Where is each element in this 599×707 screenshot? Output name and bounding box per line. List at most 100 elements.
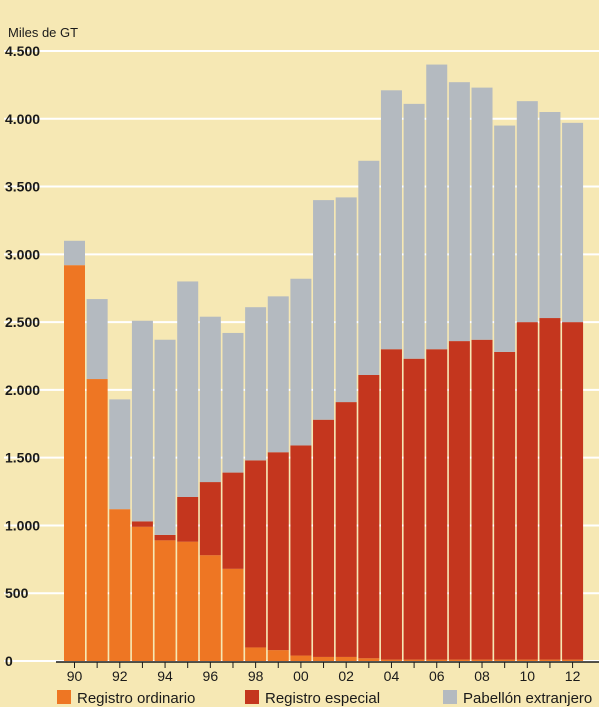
bar-segment bbox=[426, 64, 448, 350]
y-tick-label: 1.500 bbox=[5, 450, 40, 466]
x-tick-label: 04 bbox=[384, 668, 400, 684]
x-tick-label: 10 bbox=[520, 668, 536, 684]
bar-segment bbox=[471, 339, 493, 660]
y-tick-label: 2.000 bbox=[5, 382, 40, 398]
legend-label: Registro ordinario bbox=[77, 690, 195, 707]
bar-segment bbox=[516, 659, 538, 661]
bar-segment bbox=[131, 521, 153, 527]
bar-segment bbox=[335, 197, 357, 403]
x-tick-label: 90 bbox=[67, 668, 83, 684]
bar-segment bbox=[539, 318, 561, 660]
bar-segment bbox=[448, 82, 470, 342]
bar-segment bbox=[267, 452, 289, 651]
bar-segment bbox=[154, 534, 176, 541]
bar-segment bbox=[335, 402, 357, 657]
bar-segment bbox=[177, 541, 199, 661]
bar-segment bbox=[267, 296, 289, 453]
bar-segment bbox=[245, 460, 267, 648]
bar-segment bbox=[86, 299, 108, 380]
bar-segment bbox=[131, 320, 153, 522]
bar-segment bbox=[222, 332, 244, 473]
bar-segment bbox=[539, 659, 561, 661]
bar-segment bbox=[358, 374, 380, 659]
bar-segment bbox=[290, 655, 312, 661]
bar-segment bbox=[222, 568, 244, 661]
legend-swatch bbox=[443, 690, 457, 704]
bar-segment bbox=[403, 358, 425, 660]
bar-segment bbox=[426, 349, 448, 660]
bar-segment bbox=[539, 112, 561, 319]
bar-segment bbox=[222, 472, 244, 569]
x-tick-label: 98 bbox=[248, 668, 264, 684]
bar-segment bbox=[380, 349, 402, 660]
bar-segment bbox=[64, 265, 85, 661]
bar-segment bbox=[426, 659, 448, 661]
legend: Registro ordinario Registro especial Pabel… bbox=[57, 690, 592, 707]
bar-segment bbox=[448, 341, 470, 660]
x-tick-label: 02 bbox=[338, 668, 354, 684]
bar-segment bbox=[313, 656, 335, 661]
bar-segment bbox=[109, 509, 131, 661]
bar-segment bbox=[562, 659, 584, 661]
y-tick-label: 4.500 bbox=[5, 43, 40, 59]
bar-segment bbox=[86, 379, 108, 661]
x-tick-label: 00 bbox=[293, 668, 309, 684]
bar-segment bbox=[358, 160, 380, 375]
bar-segment bbox=[335, 656, 357, 661]
bar-segment bbox=[290, 278, 312, 446]
y-tick-label: 2.500 bbox=[5, 314, 40, 330]
bar-segment bbox=[516, 322, 538, 660]
bar-segment bbox=[199, 482, 221, 556]
bar-segment bbox=[267, 650, 289, 661]
x-axis: 90 92 94 96 98 00 02 04 06 08 10 12 bbox=[56, 661, 599, 684]
bar-segment bbox=[109, 399, 131, 510]
bar-segment bbox=[313, 419, 335, 657]
legend-label: Pabellón extranjero bbox=[463, 690, 592, 707]
bar-segment bbox=[131, 526, 153, 661]
bar-segment bbox=[245, 647, 267, 661]
bar-segment bbox=[154, 339, 176, 535]
bar-segment bbox=[358, 658, 380, 661]
y-tick-label: 3.500 bbox=[5, 179, 40, 195]
y-tick-label: 0 bbox=[5, 653, 13, 669]
bar-segment bbox=[494, 659, 516, 661]
bar-segment bbox=[199, 555, 221, 661]
bar-segment bbox=[177, 281, 199, 497]
bar-segment bbox=[177, 496, 199, 542]
bar-segment bbox=[562, 122, 584, 323]
x-tick-label: 94 bbox=[157, 668, 173, 684]
y-axis: 0 500 1.000 1.500 2.000 2.500 3.000 3.500 4.000 4… bbox=[5, 43, 40, 669]
bar-segment bbox=[471, 87, 493, 340]
bar-segment bbox=[471, 659, 493, 661]
bar-segment bbox=[199, 316, 221, 483]
bar-segment bbox=[494, 125, 516, 352]
legend-label: Registro especial bbox=[265, 690, 380, 707]
y-axis-unit-label: Miles de GT bbox=[8, 25, 78, 40]
bar-segment bbox=[290, 445, 312, 656]
legend-swatch bbox=[57, 690, 71, 704]
x-tick-label: 06 bbox=[429, 668, 445, 684]
bar-segment bbox=[380, 659, 402, 661]
y-tick-label: 500 bbox=[5, 585, 29, 601]
x-tick-label: 08 bbox=[474, 668, 490, 684]
legend-swatch bbox=[245, 690, 259, 704]
bar-segment bbox=[380, 90, 402, 350]
y-tick-label: 4.000 bbox=[5, 111, 40, 127]
x-tick-label: 96 bbox=[203, 668, 219, 684]
bar-segment bbox=[494, 351, 516, 660]
bar-segment bbox=[562, 322, 584, 660]
bars bbox=[64, 64, 584, 661]
bar-segment bbox=[403, 659, 425, 661]
x-tick-label: 12 bbox=[565, 668, 581, 684]
x-tick-label: 92 bbox=[112, 668, 128, 684]
y-tick-label: 1.000 bbox=[5, 517, 40, 533]
bar-segment bbox=[403, 103, 425, 359]
y-tick-label: 3.000 bbox=[5, 246, 40, 262]
bar-segment bbox=[154, 540, 176, 661]
bar-segment bbox=[313, 200, 335, 420]
bar-segment bbox=[516, 101, 538, 323]
bar-segment bbox=[448, 659, 470, 661]
bar-segment bbox=[245, 307, 267, 461]
bar-segment bbox=[64, 240, 85, 266]
